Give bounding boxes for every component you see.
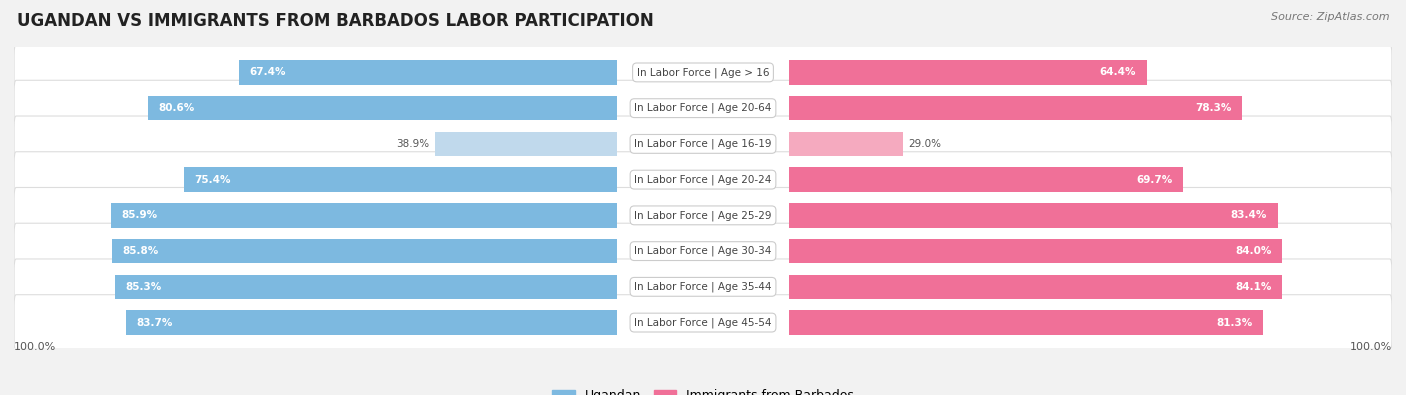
Text: 85.8%: 85.8% xyxy=(122,246,159,256)
Bar xyxy=(112,239,617,263)
FancyBboxPatch shape xyxy=(14,259,1392,315)
Text: 83.7%: 83.7% xyxy=(136,318,173,327)
Bar xyxy=(127,310,617,335)
Bar xyxy=(434,132,617,156)
Bar xyxy=(789,310,1263,335)
Text: 85.3%: 85.3% xyxy=(125,282,162,292)
Bar xyxy=(239,60,617,85)
Text: 69.7%: 69.7% xyxy=(1136,175,1173,184)
FancyBboxPatch shape xyxy=(14,116,1392,172)
Bar xyxy=(789,203,1278,228)
Text: 38.9%: 38.9% xyxy=(396,139,429,149)
Text: 85.9%: 85.9% xyxy=(121,211,157,220)
Text: 100.0%: 100.0% xyxy=(14,342,56,352)
Text: 81.3%: 81.3% xyxy=(1216,318,1253,327)
FancyBboxPatch shape xyxy=(14,188,1392,243)
Text: In Labor Force | Age 30-34: In Labor Force | Age 30-34 xyxy=(634,246,772,256)
FancyBboxPatch shape xyxy=(14,45,1392,100)
Text: 29.0%: 29.0% xyxy=(908,139,941,149)
Text: In Labor Force | Age 35-44: In Labor Force | Age 35-44 xyxy=(634,282,772,292)
Text: 84.0%: 84.0% xyxy=(1234,246,1271,256)
FancyBboxPatch shape xyxy=(14,223,1392,279)
Bar xyxy=(789,167,1184,192)
Bar xyxy=(789,96,1243,120)
FancyBboxPatch shape xyxy=(14,80,1392,136)
Bar xyxy=(789,60,1147,85)
Bar xyxy=(111,203,617,228)
Text: 84.1%: 84.1% xyxy=(1236,282,1272,292)
Text: In Labor Force | Age 45-54: In Labor Force | Age 45-54 xyxy=(634,317,772,328)
Text: 64.4%: 64.4% xyxy=(1099,68,1136,77)
Text: 83.4%: 83.4% xyxy=(1230,211,1267,220)
FancyBboxPatch shape xyxy=(14,295,1392,350)
Text: 80.6%: 80.6% xyxy=(157,103,194,113)
Text: 75.4%: 75.4% xyxy=(194,175,231,184)
Text: In Labor Force | Age 16-19: In Labor Force | Age 16-19 xyxy=(634,139,772,149)
FancyBboxPatch shape xyxy=(14,152,1392,207)
Text: In Labor Force | Age 20-24: In Labor Force | Age 20-24 xyxy=(634,174,772,185)
Text: In Labor Force | Age 20-64: In Labor Force | Age 20-64 xyxy=(634,103,772,113)
Text: UGANDAN VS IMMIGRANTS FROM BARBADOS LABOR PARTICIPATION: UGANDAN VS IMMIGRANTS FROM BARBADOS LABO… xyxy=(17,12,654,30)
Bar xyxy=(148,96,617,120)
Text: 78.3%: 78.3% xyxy=(1195,103,1232,113)
Bar xyxy=(789,239,1282,263)
Text: 67.4%: 67.4% xyxy=(249,68,285,77)
Text: In Labor Force | Age 25-29: In Labor Force | Age 25-29 xyxy=(634,210,772,221)
Bar xyxy=(789,132,903,156)
Text: 100.0%: 100.0% xyxy=(1350,342,1392,352)
Text: In Labor Force | Age > 16: In Labor Force | Age > 16 xyxy=(637,67,769,78)
Legend: Ugandan, Immigrants from Barbados: Ugandan, Immigrants from Barbados xyxy=(547,384,859,395)
Bar xyxy=(184,167,617,192)
Bar xyxy=(789,275,1282,299)
Bar xyxy=(115,275,617,299)
Text: Source: ZipAtlas.com: Source: ZipAtlas.com xyxy=(1271,12,1389,22)
